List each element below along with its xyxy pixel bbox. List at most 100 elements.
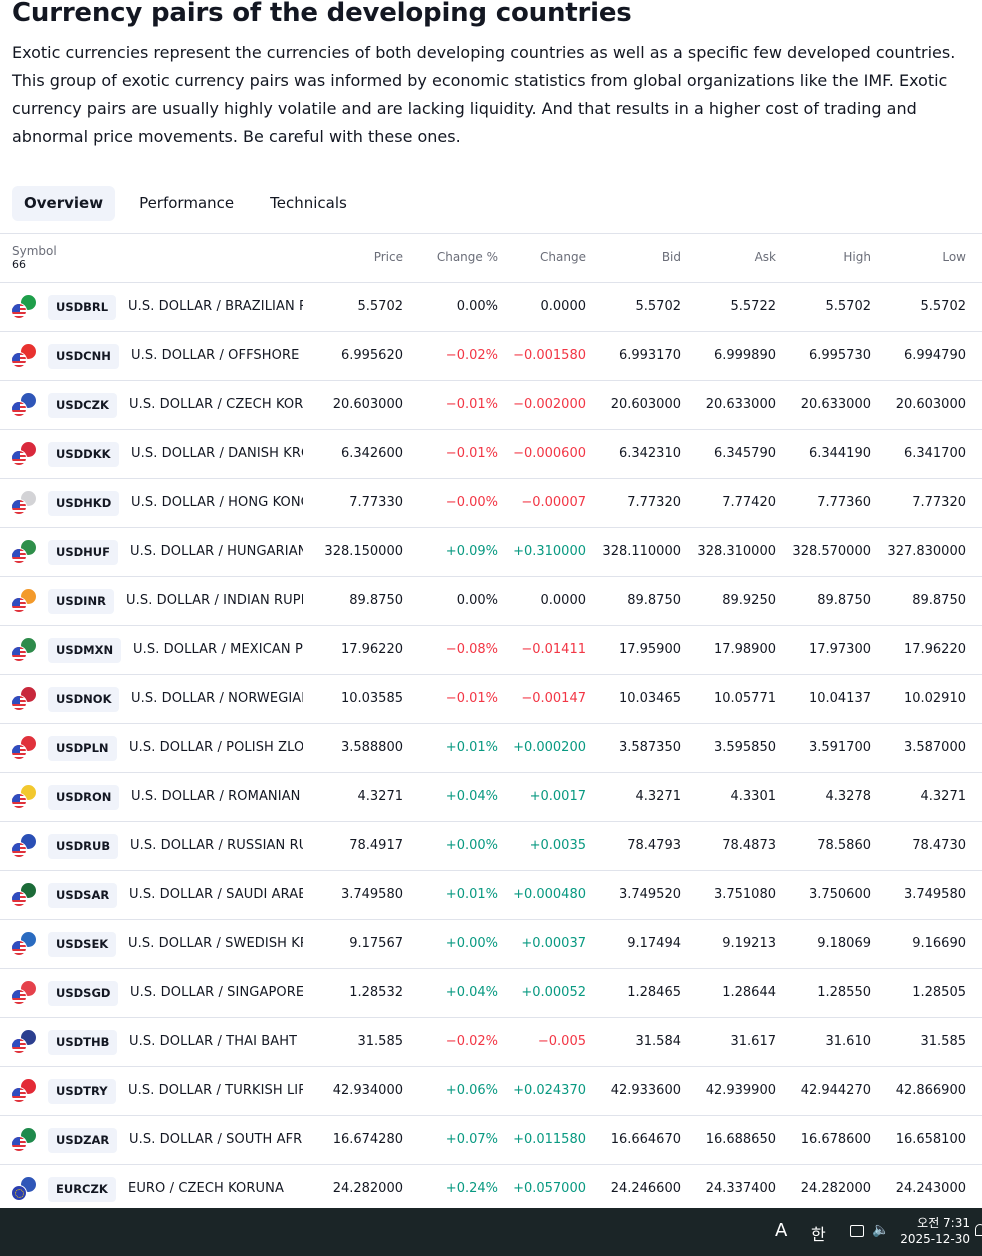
table-row[interactable]: USDSEK U.S. DOLLAR / SWEDISH KRO... 9.1756… (0, 920, 982, 969)
ticker-badge[interactable]: USDRON (48, 785, 120, 810)
pair-description[interactable]: U.S. DOLLAR / THAI BAHT (129, 1034, 298, 1049)
pair-description[interactable]: U.S. DOLLAR / SAUDI ARABI... (129, 887, 303, 902)
table-row[interactable]: USDMXN U.S. DOLLAR / MEXICAN PESO 17.96220… (0, 626, 982, 675)
change-percent-cell: +0.01% (445, 887, 498, 902)
price-cell: 7.77330 (349, 495, 403, 510)
table-row[interactable]: USDCZK U.S. DOLLAR / CZECH KORU... 20.6030… (0, 381, 982, 430)
table-row[interactable]: EURCZK EURO / CZECH KORUNA 24.282000 +0.24%… (0, 1165, 982, 1214)
table-row[interactable]: USDTRY U.S. DOLLAR / TURKISH LIRA 42.93400… (0, 1067, 982, 1116)
ticker-badge[interactable]: USDMXN (48, 638, 122, 663)
table-row[interactable]: USDNOK U.S. DOLLAR / NORWEGIAN ... 10.0358… (0, 675, 982, 724)
pair-description[interactable]: U.S. DOLLAR / DANISH KRONE (131, 446, 303, 461)
pair-description[interactable]: U.S. DOLLAR / INDIAN RUPEE (126, 593, 303, 608)
change-cell: −0.00007 (521, 495, 586, 510)
ticker-badge[interactable]: USDTHB (48, 1030, 118, 1055)
ticker-badge[interactable]: USDHKD (48, 491, 120, 516)
pair-description[interactable]: U.S. DOLLAR / SINGAPORE D... (130, 985, 303, 1000)
table-row[interactable]: USDINR U.S. DOLLAR / INDIAN RUPEE 89.8750 0… (0, 577, 982, 626)
pair-description[interactable]: U.S. DOLLAR / HONG KONG ... (131, 495, 303, 510)
tab-technicals[interactable]: Technicals (270, 194, 347, 212)
ask-cell: 9.19213 (722, 936, 776, 951)
low-cell: 9.16690 (912, 936, 966, 951)
change-cell: 0.0000 (540, 593, 587, 608)
tab-performance[interactable]: Performance (139, 194, 235, 212)
change-cell: +0.011580 (513, 1132, 586, 1147)
change-cell: +0.0017 (529, 789, 586, 804)
change-percent-cell: +0.04% (445, 789, 498, 804)
ticker-badge[interactable]: USDPLN (48, 736, 117, 761)
price-column-header[interactable]: Price (373, 250, 403, 264)
ask-cell: 5.5722 (730, 299, 777, 314)
low-cell: 6.994790 (903, 348, 966, 363)
ticker-badge[interactable]: USDBRL (48, 295, 117, 320)
bid-cell: 9.17494 (627, 936, 681, 951)
table-row[interactable]: USDZAR U.S. DOLLAR / SOUTH AFRIC... 16.674… (0, 1116, 982, 1165)
pair-description[interactable]: U.S. DOLLAR / TURKISH LIRA (128, 1083, 303, 1098)
table-row[interactable]: USDHUF U.S. DOLLAR / HUNGARIAN ... 328.150… (0, 528, 982, 577)
ticker-badge[interactable]: USDINR (48, 589, 114, 614)
pair-description[interactable]: U.S. DOLLAR / SOUTH AFRIC... (129, 1132, 303, 1147)
low-column-header[interactable]: Low (942, 250, 966, 264)
tab-overview[interactable]: Overview (12, 186, 116, 221)
change-percent-cell: +0.00% (445, 838, 498, 853)
ticker-badge[interactable]: USDZAR (48, 1128, 118, 1153)
korean-input-indicator[interactable]: 한 (811, 1225, 826, 1244)
pair-description[interactable]: EURO / CZECH KORUNA (128, 1181, 284, 1196)
network-icon[interactable] (850, 1225, 864, 1237)
currency-flag-icon (11, 785, 37, 809)
pair-description[interactable]: U.S. DOLLAR / OFFSHORE C... (131, 348, 303, 363)
table-row[interactable]: USDCNH U.S. DOLLAR / OFFSHORE C... 6.99562… (0, 332, 982, 381)
volume-icon[interactable]: 🔈 (872, 1222, 890, 1238)
low-cell: 16.658100 (895, 1132, 966, 1147)
currency-flag-icon (11, 981, 37, 1005)
symbol-column-header[interactable]: Symbol 66 (12, 244, 57, 272)
ask-column-header[interactable]: Ask (754, 250, 776, 264)
ticker-badge[interactable]: USDNOK (48, 687, 120, 712)
change-cell: −0.00147 (521, 691, 586, 706)
pair-description[interactable]: U.S. DOLLAR / HUNGARIAN ... (130, 544, 303, 559)
taskbar-clock[interactable]: 오전 7:31 2025-12-30 (890, 1215, 970, 1247)
ime-mode-indicator[interactable]: A (775, 1220, 788, 1241)
pair-description[interactable]: U.S. DOLLAR / RUSSIAN RUB... (130, 838, 303, 853)
change-cell: +0.000200 (513, 740, 586, 755)
ticker-badge[interactable]: USDSGD (48, 981, 119, 1006)
ticker-badge[interactable]: USDCZK (48, 393, 117, 418)
ticker-badge[interactable]: USDCNH (48, 344, 119, 369)
ticker-badge[interactable]: USDSEK (48, 932, 117, 957)
table-row[interactable]: USDSGD U.S. DOLLAR / SINGAPORE D... 1.2853… (0, 969, 982, 1018)
change-cell: +0.024370 (513, 1083, 586, 1098)
pair-description[interactable]: U.S. DOLLAR / BRAZILIAN R... (128, 299, 303, 314)
table-row[interactable]: USDHKD U.S. DOLLAR / HONG KONG ... 7.77330… (0, 479, 982, 528)
clock-date: 2025-12-30 (900, 1232, 970, 1246)
bid-column-header[interactable]: Bid (661, 250, 681, 264)
pair-description[interactable]: U.S. DOLLAR / ROMANIAN L... (131, 789, 303, 804)
table-row[interactable]: USDPLN U.S. DOLLAR / POLISH ZLOTY 3.588800… (0, 724, 982, 773)
pair-description[interactable]: U.S. DOLLAR / NORWEGIAN ... (131, 691, 303, 706)
notification-icon[interactable] (975, 1224, 982, 1236)
table-row[interactable]: USDTHB U.S. DOLLAR / THAI BAHT 31.585 −0.02… (0, 1018, 982, 1067)
currency-flag-icon (11, 1177, 37, 1201)
table-row[interactable]: USDRUB U.S. DOLLAR / RUSSIAN RUB... 78.491… (0, 822, 982, 871)
change-percent-column-header[interactable]: Change % (436, 250, 498, 264)
change-percent-cell: −0.02% (445, 1034, 498, 1049)
ticker-badge[interactable]: USDHUF (48, 540, 118, 565)
clock-time: 오전 7:31 (917, 1216, 970, 1230)
table-row[interactable]: USDRON U.S. DOLLAR / ROMANIAN L... 4.3271 +… (0, 773, 982, 822)
ticker-badge[interactable]: USDDKK (48, 442, 119, 467)
pair-description[interactable]: U.S. DOLLAR / CZECH KORU... (129, 397, 303, 412)
high-column-header[interactable]: High (843, 250, 871, 264)
table-row[interactable]: USDSAR U.S. DOLLAR / SAUDI ARABI... 3.7495… (0, 871, 982, 920)
table-row[interactable]: USDBRL U.S. DOLLAR / BRAZILIAN R... 5.5702… (0, 283, 982, 332)
change-column-header[interactable]: Change (540, 250, 586, 264)
ticker-badge[interactable]: EURCZK (48, 1177, 116, 1202)
table-row[interactable]: USDDKK U.S. DOLLAR / DANISH KRONE 6.342600… (0, 430, 982, 479)
ticker-badge[interactable]: USDRUB (48, 834, 119, 859)
ticker-badge[interactable]: USDTRY (48, 1079, 116, 1104)
currency-flag-icon (11, 393, 37, 417)
pair-description[interactable]: U.S. DOLLAR / SWEDISH KRO... (128, 936, 303, 951)
pair-description[interactable]: U.S. DOLLAR / MEXICAN PESO (133, 642, 303, 657)
pair-description[interactable]: U.S. DOLLAR / POLISH ZLOTY (129, 740, 303, 755)
bid-cell: 1.28465 (627, 985, 681, 1000)
ask-cell: 7.77420 (722, 495, 776, 510)
ticker-badge[interactable]: USDSAR (48, 883, 118, 908)
